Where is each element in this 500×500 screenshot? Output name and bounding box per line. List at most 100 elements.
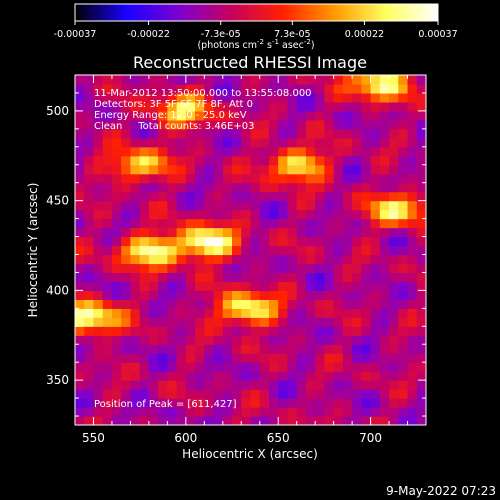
colorbar-tick-label: -0.00037 xyxy=(54,29,97,40)
heatmap-cell xyxy=(167,353,178,363)
heatmap-cell xyxy=(111,380,122,390)
heatmap-cell xyxy=(259,371,270,381)
heatmap-cell xyxy=(93,371,104,381)
heatmap-cell xyxy=(352,290,362,300)
heatmap-cell xyxy=(232,182,242,193)
heatmap-cell xyxy=(333,263,344,274)
heatmap-cell xyxy=(268,290,279,300)
heatmap-cell xyxy=(121,75,132,85)
heatmap-cell xyxy=(176,83,187,94)
heatmap-cell xyxy=(222,209,233,220)
heatmap-cell xyxy=(287,191,298,202)
heatmap-cell xyxy=(241,371,252,381)
heatmap-cell xyxy=(287,110,298,121)
heatmap-cell xyxy=(158,290,168,300)
heatmap-cell xyxy=(158,407,168,417)
heatmap-cell xyxy=(139,362,150,372)
heatmap-cell xyxy=(102,200,113,211)
heatmap-cell xyxy=(75,137,85,148)
heatmap-cell xyxy=(296,371,307,381)
heatmap-cell xyxy=(75,380,85,390)
heatmap-cell xyxy=(296,164,307,175)
heatmap-cell xyxy=(315,164,325,175)
heatmap-cell xyxy=(176,308,187,318)
heatmap-cell xyxy=(379,155,390,166)
heatmap-cell xyxy=(333,380,344,390)
heatmap-cell xyxy=(185,245,196,256)
heatmap-cell xyxy=(93,155,104,166)
heatmap-cell xyxy=(130,137,141,148)
heatmap-cell xyxy=(75,173,85,184)
heatmap-cell xyxy=(222,218,233,229)
heatmap-cell xyxy=(139,380,150,390)
heatmap-cell xyxy=(111,155,122,166)
heatmap-cell xyxy=(232,290,242,300)
heatmap-cell xyxy=(416,407,426,417)
heatmap-cell xyxy=(361,164,372,175)
heatmap-cell xyxy=(250,317,261,327)
heatmap-cell xyxy=(342,137,353,148)
heatmap-cell xyxy=(352,209,362,220)
heatmap-cell xyxy=(213,389,224,399)
heatmap-cell xyxy=(389,101,399,112)
heatmap-cell xyxy=(398,335,409,345)
heatmap-cell xyxy=(121,308,132,318)
heatmap-cell xyxy=(75,263,85,274)
heatmap-cell xyxy=(241,182,252,193)
heatmap-cell xyxy=(204,344,215,354)
heatmap-cell xyxy=(75,83,85,94)
heatmap-cell xyxy=(398,75,409,85)
heatmap-cell xyxy=(416,227,426,238)
heatmap-cell xyxy=(213,173,224,184)
heatmap-cell xyxy=(213,272,224,283)
heatmap-cell xyxy=(333,281,344,291)
heatmap-cell xyxy=(158,128,168,139)
heatmap-cell xyxy=(232,218,242,229)
heatmap-cell xyxy=(93,164,104,175)
heatmap-cell xyxy=(278,281,289,291)
heatmap-cell xyxy=(75,245,85,256)
heatmap-cell xyxy=(250,254,261,265)
heatmap-cell xyxy=(148,245,159,256)
heatmap-cell xyxy=(185,380,196,390)
heatmap-cell xyxy=(389,119,399,130)
heatmap-cell xyxy=(167,110,178,121)
heatmap-cell xyxy=(102,218,113,229)
heatmap-cell xyxy=(75,236,85,247)
heatmap-cell xyxy=(185,119,196,130)
heatmap-cell xyxy=(361,75,372,85)
heatmap-cell xyxy=(75,317,85,327)
heatmap-cell xyxy=(148,164,159,175)
heatmap-cell xyxy=(333,119,344,130)
heatmap-cell xyxy=(111,362,122,372)
heatmap-cell xyxy=(370,218,381,229)
heatmap-cell xyxy=(287,380,298,390)
heatmap-cell xyxy=(241,344,252,354)
heatmap-cell xyxy=(185,128,196,139)
heatmap-cell xyxy=(185,371,196,381)
heatmap-cell xyxy=(296,119,307,130)
heatmap-cell xyxy=(213,110,224,121)
heatmap-cell xyxy=(416,191,426,202)
heatmap-cell xyxy=(268,119,279,130)
heatmap-cell xyxy=(370,75,381,85)
heatmap-cell xyxy=(259,416,270,425)
heatmap-cell xyxy=(84,155,95,166)
heatmap-cell xyxy=(93,389,104,399)
heatmap-cell xyxy=(84,281,95,291)
heatmap-cell xyxy=(324,218,335,229)
heatmap-cell xyxy=(130,416,141,425)
heatmap-cell xyxy=(259,353,270,363)
heatmap-cell xyxy=(241,92,252,103)
heatmap-cell xyxy=(250,380,261,390)
heatmap-cell xyxy=(167,263,178,274)
heatmap-cell xyxy=(268,317,279,327)
heatmap-cell xyxy=(259,272,270,283)
heatmap-cell xyxy=(398,254,409,265)
heatmap-cell xyxy=(148,200,159,211)
heatmap-cell xyxy=(204,407,215,417)
heatmap-cell xyxy=(148,317,159,327)
heatmap-cell xyxy=(158,182,168,193)
heatmap-cell xyxy=(398,164,409,175)
heatmap-cell xyxy=(259,362,270,372)
